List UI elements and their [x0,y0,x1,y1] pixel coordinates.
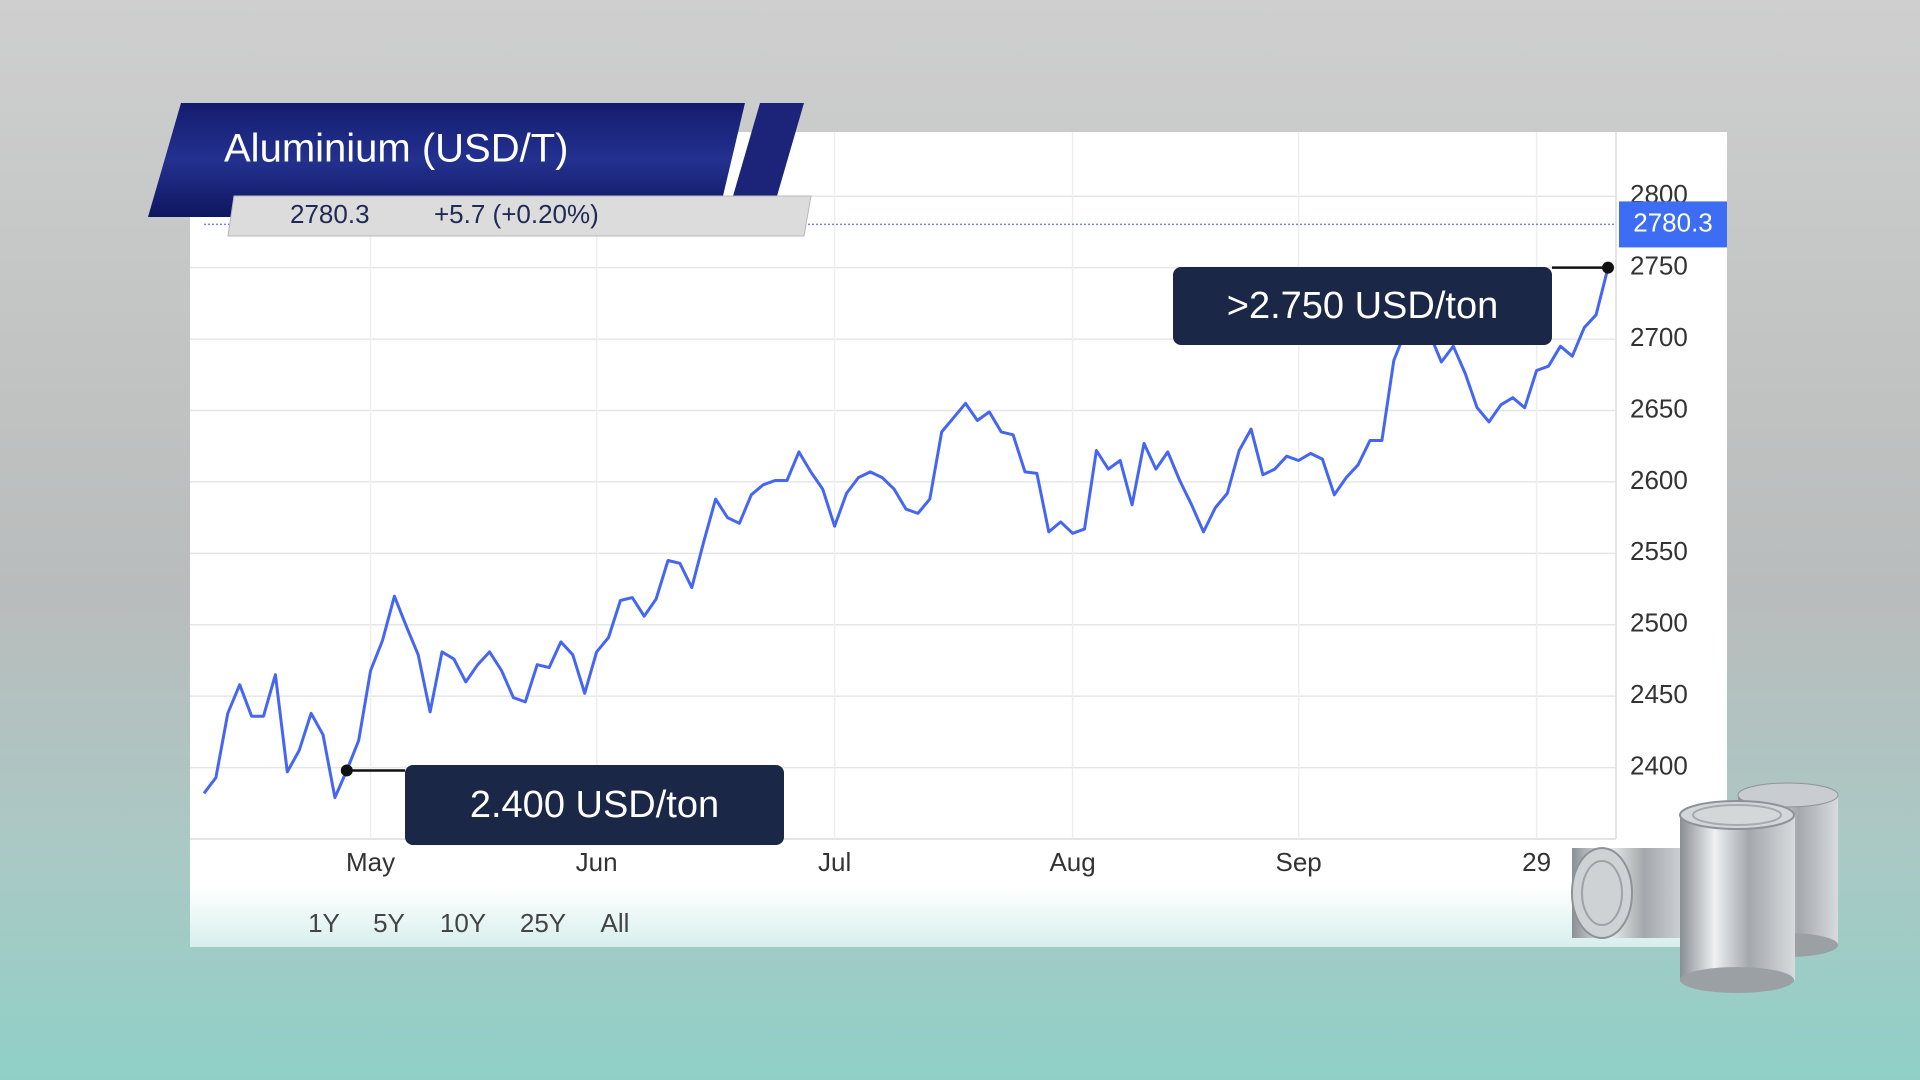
cans-illustration [1571,782,1839,993]
annotation-label: >2.750 USD/ton [1227,285,1498,327]
annotation-label: 2.400 USD/ton [470,784,719,826]
x-tick-label: May [346,847,395,877]
range-button[interactable]: All [601,908,630,938]
range-button[interactable]: 25Y [520,908,566,938]
header-change: +5.7 (+0.20%) [434,199,599,229]
banner-accent [733,103,804,196]
x-tick-label: 29 [1522,847,1551,877]
title-banner [148,103,745,217]
x-tick-label: Jul [818,847,851,877]
chart-panel [190,132,1727,888]
y-tick-label: 2700 [1630,322,1688,352]
range-button[interactable]: 5Y [373,908,405,938]
y-tick-label: 2450 [1630,679,1688,709]
y-tick-label: 2600 [1630,465,1688,495]
chart-title: Aluminium (USD/T) [224,127,568,171]
price-line [202,267,1610,800]
header-price: 2780.3 [290,199,370,229]
last-price-box [1619,201,1727,248]
y-tick-label: 2500 [1630,608,1688,638]
last-price-label: 2780.3 [1633,207,1713,237]
annotation-point [1602,261,1614,274]
range-button[interactable]: 1Y [308,908,340,938]
annotation-box [1173,267,1552,345]
y-tick-label: 2650 [1630,393,1688,423]
x-tick-label: Sep [1276,847,1322,877]
range-bar [190,888,1727,947]
x-tick-label: Jun [576,847,618,877]
y-tick-label: 2550 [1630,536,1688,566]
annotation-point [340,764,353,777]
annotation-box [405,765,784,845]
x-tick-label: Aug [1049,847,1095,877]
range-button[interactable]: 10Y [440,908,486,938]
y-tick-label: 2400 [1630,750,1688,780]
y-tick-label: 2750 [1630,251,1688,281]
price-bar [227,195,812,237]
